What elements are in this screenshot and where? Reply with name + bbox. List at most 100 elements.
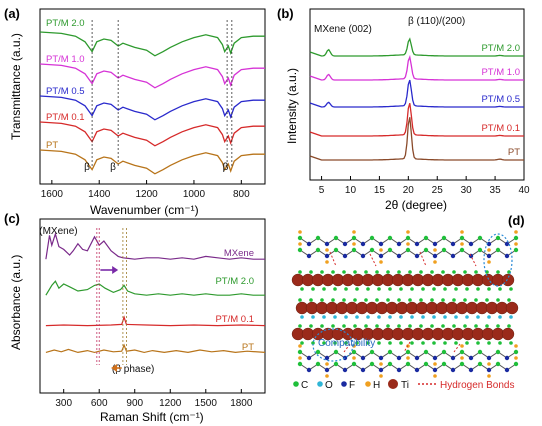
mxene-termination-atom: [476, 287, 480, 291]
mxene-termination-atom: [375, 298, 379, 302]
pvdf-atom: [342, 253, 348, 259]
legend-label: F: [349, 380, 355, 391]
mxene-termination-atom: [485, 324, 489, 328]
pvdf-h-atom: [406, 242, 410, 246]
mxene-termination-atom: [432, 341, 436, 345]
mxene-termination-atom: [463, 298, 467, 302]
pvdf-h-atom: [325, 248, 329, 252]
panel-b-xtick-label: 25: [432, 185, 444, 196]
pvdf-h-atom: [325, 374, 329, 378]
pvdf-atom: [513, 349, 519, 355]
panel-b-peak-label-mxene: MXene (002): [314, 24, 372, 35]
pvdf-h-atom: [514, 356, 518, 360]
pvdf-h-atom: [460, 242, 464, 246]
pvdf-h-atom: [460, 230, 464, 234]
panel-c-series-line: [45, 343, 266, 354]
pvdf-h-atom: [325, 362, 329, 366]
panel-c: (c) Absorbance (a.u.) Raman Shift (cm⁻¹)…: [4, 211, 266, 424]
pvdf-atom: [432, 355, 438, 361]
mxene-termination-atom: [496, 324, 500, 328]
panel-a-series-label: PT/M 1.0: [46, 54, 85, 65]
panel-b-series-label: PT/M 1.0: [481, 67, 520, 78]
panel-c-frame: [39, 218, 266, 394]
mxene-termination-atom: [309, 324, 313, 328]
mxene-termination-atom: [421, 287, 425, 291]
pvdf-atom: [495, 361, 501, 367]
mxene-termination-atom: [309, 298, 313, 302]
pvdf-h-atom: [433, 248, 437, 252]
mxene-termination-atom: [342, 298, 346, 302]
panel-a-series-label: PT/M 0.1: [46, 112, 85, 123]
pvdf-atom: [342, 355, 348, 361]
compatibility-label: Compatibility: [318, 338, 375, 349]
pvdf-atom: [495, 235, 501, 241]
mxene-termination-atom: [465, 341, 469, 345]
panel-b-series-line: [309, 117, 524, 161]
mxene-termination-atom: [364, 270, 368, 274]
legend-swatch: [365, 381, 371, 387]
mxene-termination-atom: [322, 341, 326, 345]
mxene-termination-atom: [430, 270, 434, 274]
pvdf-h-atom: [352, 242, 356, 246]
pvdf-atom: [477, 247, 483, 253]
pvdf-h-atom: [433, 362, 437, 366]
pvdf-atom: [450, 367, 456, 373]
mxene-termination-atom: [408, 298, 412, 302]
pvdf-h-atom: [379, 260, 383, 264]
pvdf-atom: [459, 235, 465, 241]
mxene-termination-atom: [419, 270, 423, 274]
mxene-termination-atom: [364, 298, 368, 302]
pvdf-atom: [306, 253, 312, 259]
pvdf-h-atom: [487, 248, 491, 252]
panel-a-series-line: [39, 31, 265, 57]
pvdf-atom: [504, 367, 510, 373]
mxene-termination-atom: [430, 324, 434, 328]
panel-c-xtick-label: 900: [126, 398, 143, 409]
mxene-termination-atom: [408, 270, 412, 274]
panel-b-series-line: [309, 103, 524, 137]
mxene-termination-atom: [487, 315, 491, 319]
panel-b-xlabel: 2θ (degree): [385, 198, 447, 212]
pvdf-atom: [459, 349, 465, 355]
mxene-termination-atom: [498, 315, 502, 319]
mxene-termination-atom: [476, 341, 480, 345]
hydrogen-bond-line: [329, 251, 337, 267]
panel-b-label: (b): [277, 6, 294, 21]
mxene-termination-atom: [507, 298, 511, 302]
mxene-termination-atom: [397, 298, 401, 302]
mxene-termination-atom: [331, 298, 335, 302]
mxene-termination-atom: [443, 341, 447, 345]
mxene-termination-atom: [419, 324, 423, 328]
pvdf-atom: [297, 361, 303, 367]
mxene-termination-atom: [507, 324, 511, 328]
panel-d: (d) Compatibility C O F H Ti Hydrogen Bonds: [291, 213, 525, 391]
mxene-termination-atom: [331, 270, 335, 274]
mxene-termination-atom: [375, 270, 379, 274]
mxene-termination-atom: [300, 341, 304, 345]
mxene-termination-atom: [441, 270, 445, 274]
panel-a-beta-annotation: β: [110, 162, 116, 173]
pvdf-atom: [450, 241, 456, 247]
pvdf-atom: [387, 247, 393, 253]
pvdf-atom: [432, 241, 438, 247]
panel-a-series-line: [39, 121, 265, 147]
mxene-termination-atom: [355, 287, 359, 291]
mxene-termination-atom: [474, 324, 478, 328]
pvdf-atom: [513, 247, 519, 253]
legend-label: O: [325, 380, 333, 391]
mxene-termination-atom: [410, 287, 414, 291]
mxene-termination-atom: [375, 324, 379, 328]
pvdf-atom: [468, 367, 474, 373]
legend-swatch: [293, 381, 299, 387]
pvdf-h-atom: [514, 344, 518, 348]
panel-b-xtick-label: 15: [374, 185, 386, 196]
pvdf-h-atom: [325, 260, 329, 264]
mxene-termination-atom: [496, 298, 500, 302]
pvdf-atom: [324, 253, 330, 259]
pvdf-atom: [306, 241, 312, 247]
panel-b-series-line: [309, 37, 524, 57]
mxene-termination-atom: [366, 287, 370, 291]
pvdf-h-atom: [406, 356, 410, 360]
pvdf-atom: [486, 367, 492, 373]
pvdf-atom: [486, 355, 492, 361]
